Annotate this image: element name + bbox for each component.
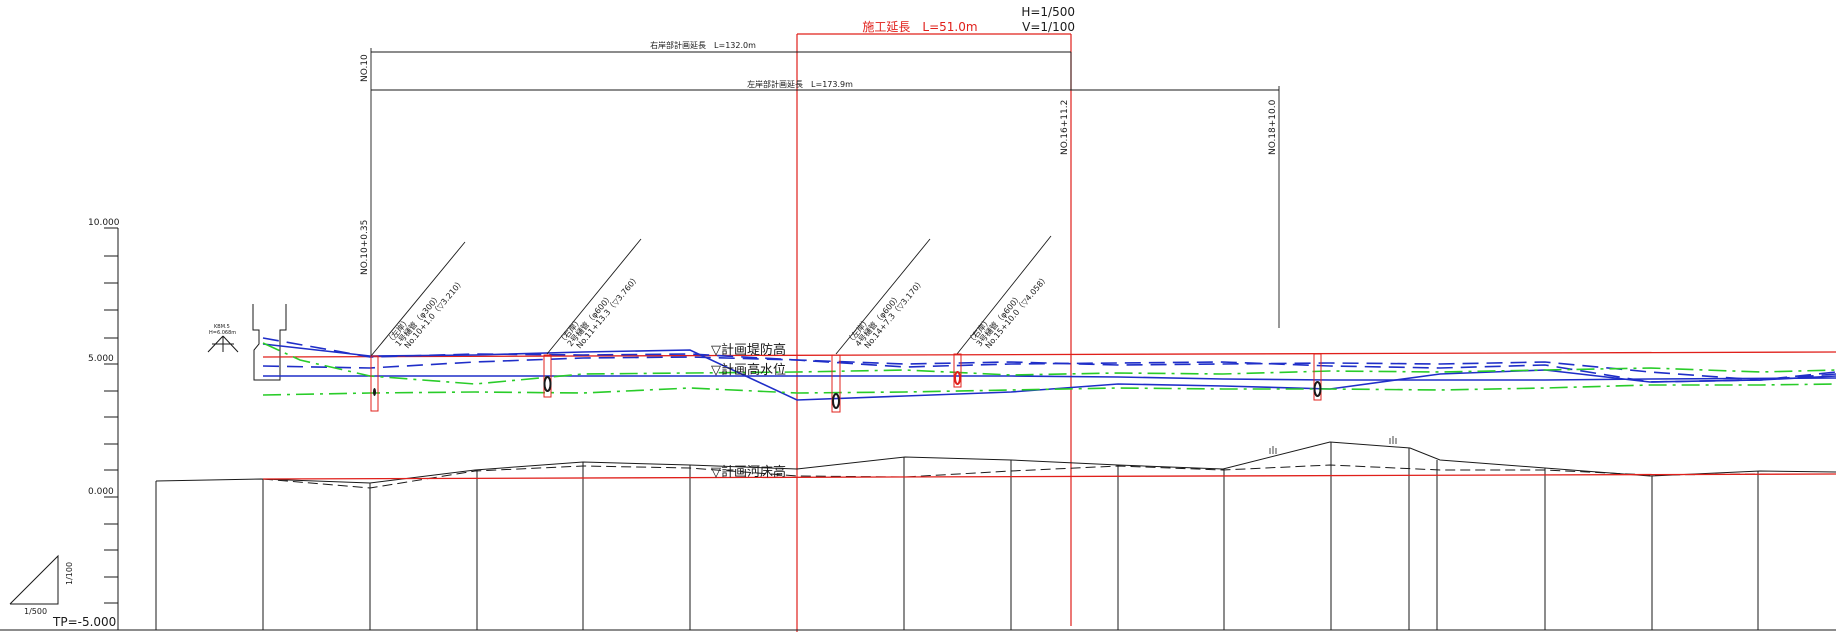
tick-label-5: 5.000: [88, 354, 114, 364]
pipe-2-culvert: [543, 376, 552, 392]
existing-ground: [155, 441, 1836, 630]
bm-elev: H=6.068m: [209, 330, 236, 336]
pipe-2-detail: No.11+13.3（▽3.760）: [575, 273, 642, 350]
pipe-1-marker: [370, 355, 379, 412]
abutment-structure: [252, 304, 287, 381]
planned-high-water-label: ▽計画高水位: [711, 362, 786, 378]
blue-profiles: [262, 343, 1836, 401]
outfall-culvert: [1313, 381, 1322, 397]
elevation-axis: [0, 227, 1836, 631]
pipe-1-leader: [370, 241, 466, 357]
pipe-3-detail: No.14+7.3（▽3.170）: [863, 277, 926, 350]
slope-vertical: 1/100: [65, 562, 74, 585]
construction-length-label: 施工延長 L=51.0m: [862, 20, 977, 34]
construction-extent: [796, 33, 1072, 632]
slope-horizontal: 1/500: [24, 607, 47, 616]
station-no10: NO.10: [360, 54, 370, 82]
pipe-3-leader: [835, 238, 931, 355]
planned-riverbed-line: [262, 473, 1836, 480]
pipe-4-culvert: [954, 371, 961, 385]
outfall-marker: [1313, 353, 1322, 401]
pipe-2-marker: [543, 354, 552, 398]
pipe-1-detail: No.10+1.0（▽3.210）: [403, 277, 466, 350]
pipe-4-detail: No.15+10.0（▽4.058）: [984, 273, 1051, 350]
left-bank-length-label: 左岸部計画延長 L=173.9m: [747, 79, 853, 89]
scale-v: V=1/100: [1022, 20, 1075, 34]
pipe-1-culvert: [373, 388, 376, 396]
right-bank-length-label: 右岸部計画延長 L=132.0m: [650, 40, 756, 50]
dimension-lines: [370, 48, 1280, 356]
planned-riverbed-label: ▽計画河床高: [711, 464, 786, 480]
slope-triangle: [9, 554, 59, 605]
datum-label: TP=-5.000: [52, 615, 116, 629]
tick-label-10: 10.000: [88, 218, 120, 228]
station-no10-035: NO.10+0.35: [360, 220, 370, 275]
bm-name: KBM.5: [214, 324, 230, 330]
scale-h: H=1/500: [1021, 5, 1075, 19]
green-profiles: [262, 342, 1836, 396]
pipe-3-culvert: [832, 393, 840, 409]
grass-marks: [1269, 436, 1397, 454]
station-no18-100: NO.18+10.0: [1268, 99, 1278, 155]
planned-levee-height-label: ▽計画堤防高: [711, 342, 786, 358]
planned-levee-line: [262, 351, 1836, 358]
pipe-4-leader: [956, 235, 1052, 355]
benchmark-symbol: [207, 335, 239, 353]
blue-dashed-profiles: [262, 337, 1836, 383]
station-no16-112: NO.16+11.2: [1060, 100, 1070, 155]
pipe-3-marker: [831, 354, 841, 413]
pipe-2-leader: [546, 238, 642, 355]
pipe-4-marker: [953, 353, 962, 388]
ground-dashed: [262, 464, 1836, 489]
tick-label-0: 0.000: [88, 487, 114, 497]
